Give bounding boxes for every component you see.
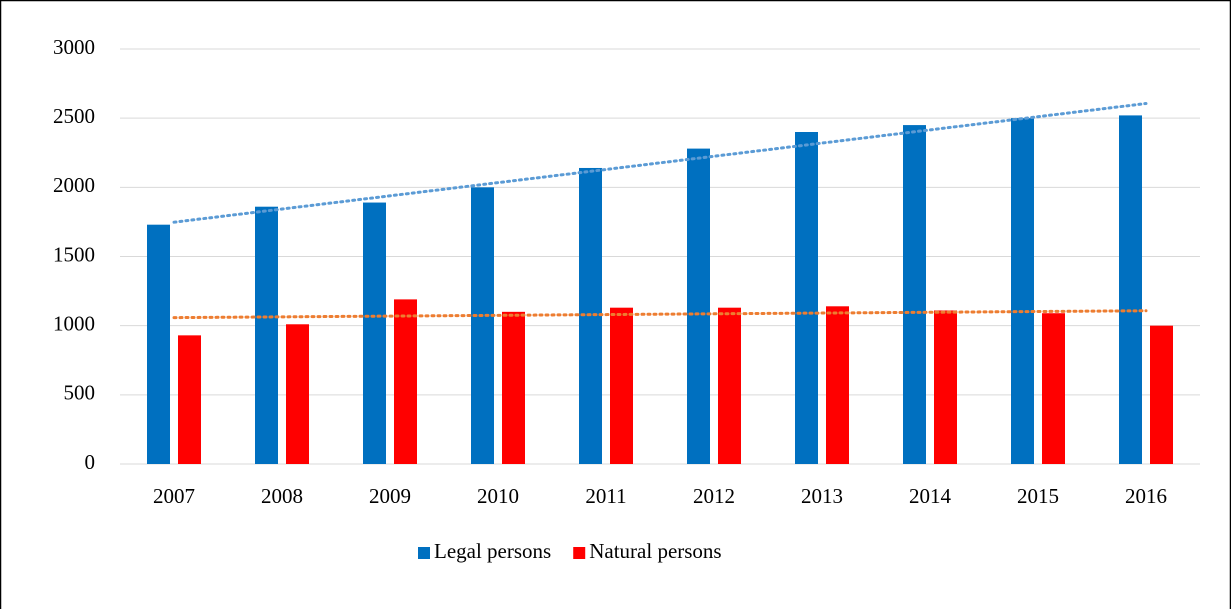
bar	[826, 306, 849, 464]
y-tick-label: 3000	[53, 35, 95, 59]
x-tick-label: 2009	[369, 484, 411, 508]
y-tick-label: 2000	[53, 173, 95, 197]
bar	[286, 324, 309, 464]
legend-label: Natural persons	[589, 539, 721, 563]
bar	[255, 206, 278, 464]
bar	[1011, 118, 1034, 465]
bar	[471, 187, 494, 465]
y-tick-label: 1500	[53, 242, 95, 266]
bar	[687, 148, 710, 464]
trendline	[172, 309, 1148, 320]
bar	[718, 307, 741, 464]
x-tick-label: 2011	[585, 484, 626, 508]
y-tick-label: 1000	[53, 311, 95, 335]
legend-swatch	[573, 547, 586, 559]
y-tick-label: 500	[64, 381, 96, 405]
bar	[610, 307, 633, 464]
trendline	[172, 102, 1148, 224]
x-tick-label: 2012	[693, 484, 735, 508]
bar	[795, 132, 818, 464]
x-tick-label: 2016	[1125, 484, 1167, 508]
legend-swatch	[418, 547, 430, 559]
bar	[394, 299, 417, 464]
bar	[1042, 313, 1065, 464]
bar	[903, 125, 926, 464]
legend-label: Legal persons	[434, 539, 551, 563]
y-tick-label: 0	[85, 450, 96, 474]
bar	[147, 224, 170, 464]
x-tick-label: 2007	[153, 484, 195, 508]
bar	[1119, 115, 1142, 465]
bar	[502, 311, 525, 464]
bar	[1150, 325, 1173, 464]
x-tick-label: 2008	[261, 484, 303, 508]
x-tick-label: 2013	[801, 484, 843, 508]
x-tick-label: 2010	[477, 484, 519, 508]
y-tick-label: 2500	[53, 104, 95, 128]
x-tick-label: 2014	[909, 484, 952, 508]
bar	[178, 335, 201, 464]
x-tick-label: 2015	[1017, 484, 1059, 508]
bar	[363, 202, 386, 465]
bar	[934, 310, 957, 464]
